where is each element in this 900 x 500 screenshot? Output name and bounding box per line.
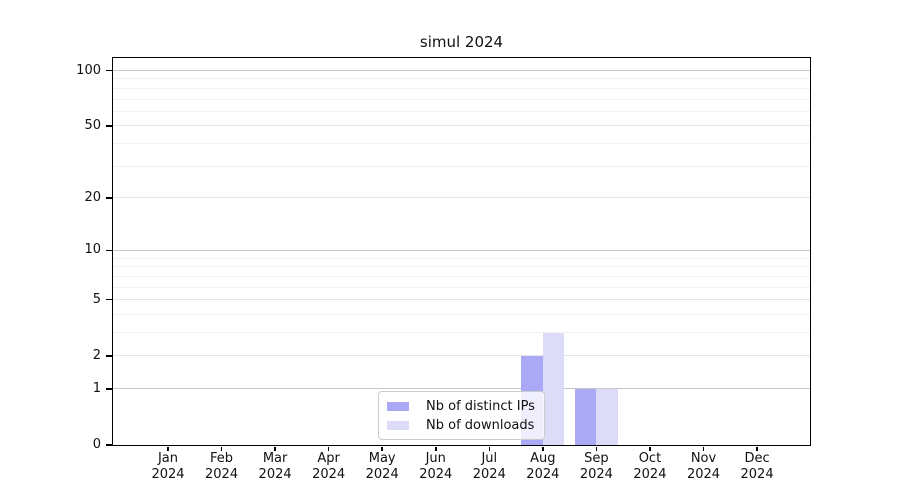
gridline	[113, 98, 810, 100]
x-tick-mark	[220, 446, 223, 451]
y-tick-mark	[106, 388, 112, 390]
x-tick-label-sep: Sep 2024	[579, 451, 613, 482]
legend-item-downloads: Nb of downloads	[387, 417, 535, 433]
y-tick-label: 50	[84, 117, 101, 133]
bars-layer	[113, 58, 810, 445]
gridline	[113, 313, 810, 315]
x-tick-mark	[542, 446, 544, 451]
gridline	[113, 78, 810, 80]
x-tick-mark	[649, 446, 651, 451]
y-tick-label: 100	[76, 62, 101, 78]
gridline	[113, 286, 810, 288]
x-tick-label-aug: Aug 2024	[526, 451, 560, 482]
x-tick-mark	[488, 446, 491, 451]
y-tick-label: 1	[92, 380, 101, 396]
x-tick-label-jan: Jan 2024	[151, 451, 185, 482]
legend: Nb of distinct IPs Nb of downloads	[378, 391, 545, 440]
y-tick-mark	[106, 197, 112, 199]
bar-sep-s1	[596, 388, 618, 445]
x-tick-mark	[381, 446, 383, 451]
x-tick-label-nov: Nov 2024	[686, 451, 721, 482]
gridlines-layer	[113, 58, 810, 445]
x-tick-mark	[702, 446, 705, 451]
gridline	[113, 87, 810, 89]
gridline	[113, 257, 810, 259]
y-tick-label: 20	[84, 189, 101, 205]
y-tick-mark	[106, 69, 112, 72]
x-tick-label-dec: Dec 2024	[740, 451, 774, 482]
gridline	[113, 125, 810, 127]
x-tick-mark	[167, 446, 169, 451]
x-tick-label-feb: Feb 2024	[205, 451, 239, 482]
bar-aug-s1	[542, 332, 565, 445]
x-tick-mark	[435, 446, 437, 451]
x-tick-mark	[756, 446, 758, 451]
legend-label: Nb of downloads	[426, 417, 535, 433]
gridline	[113, 355, 810, 357]
gridline	[113, 165, 810, 167]
y-tick-label: 10	[84, 242, 101, 258]
gridline	[113, 249, 810, 251]
y-tick-label: 0	[92, 437, 101, 452]
chart-title: simul 2024	[419, 33, 504, 51]
y-tick-label: 5	[92, 291, 101, 307]
y-tick-mark	[106, 444, 112, 446]
x-tick-label-oct: Oct 2024	[633, 451, 667, 482]
y-tick-mark	[106, 125, 112, 127]
x-tick-label-mar: Mar 2024	[258, 451, 292, 482]
x-tick-label-jul: Jul 2024	[472, 451, 506, 482]
gridline	[113, 266, 810, 268]
x-tick-label-may: May 2024	[365, 451, 399, 482]
gridline	[113, 70, 810, 71]
legend-item-distinct-ips: Nb of distinct IPs	[387, 398, 535, 414]
legend-label: Nb of distinct IPs	[426, 398, 535, 414]
y-tick-mark	[106, 355, 112, 357]
gridline	[113, 275, 810, 277]
downloads-swatch	[387, 420, 409, 430]
x-tick-mark	[595, 446, 598, 451]
y-tick-mark	[106, 249, 112, 252]
y-tick-label: 2	[92, 347, 101, 363]
x-tick-label-apr: Apr 2024	[312, 451, 346, 482]
plot-area	[113, 58, 810, 445]
distinct-ips-swatch	[387, 401, 409, 411]
y-tick-mark	[106, 298, 112, 301]
gridline	[113, 332, 810, 333]
x-tick-label-jun: Jun 2024	[419, 451, 453, 482]
gridline	[113, 197, 810, 199]
gridline	[113, 388, 810, 390]
gridline	[113, 143, 810, 145]
bar-sep-s0	[575, 388, 597, 445]
gridline	[113, 110, 810, 112]
x-tick-mark	[327, 446, 330, 451]
x-tick-mark	[274, 446, 276, 451]
gridline	[113, 299, 810, 301]
